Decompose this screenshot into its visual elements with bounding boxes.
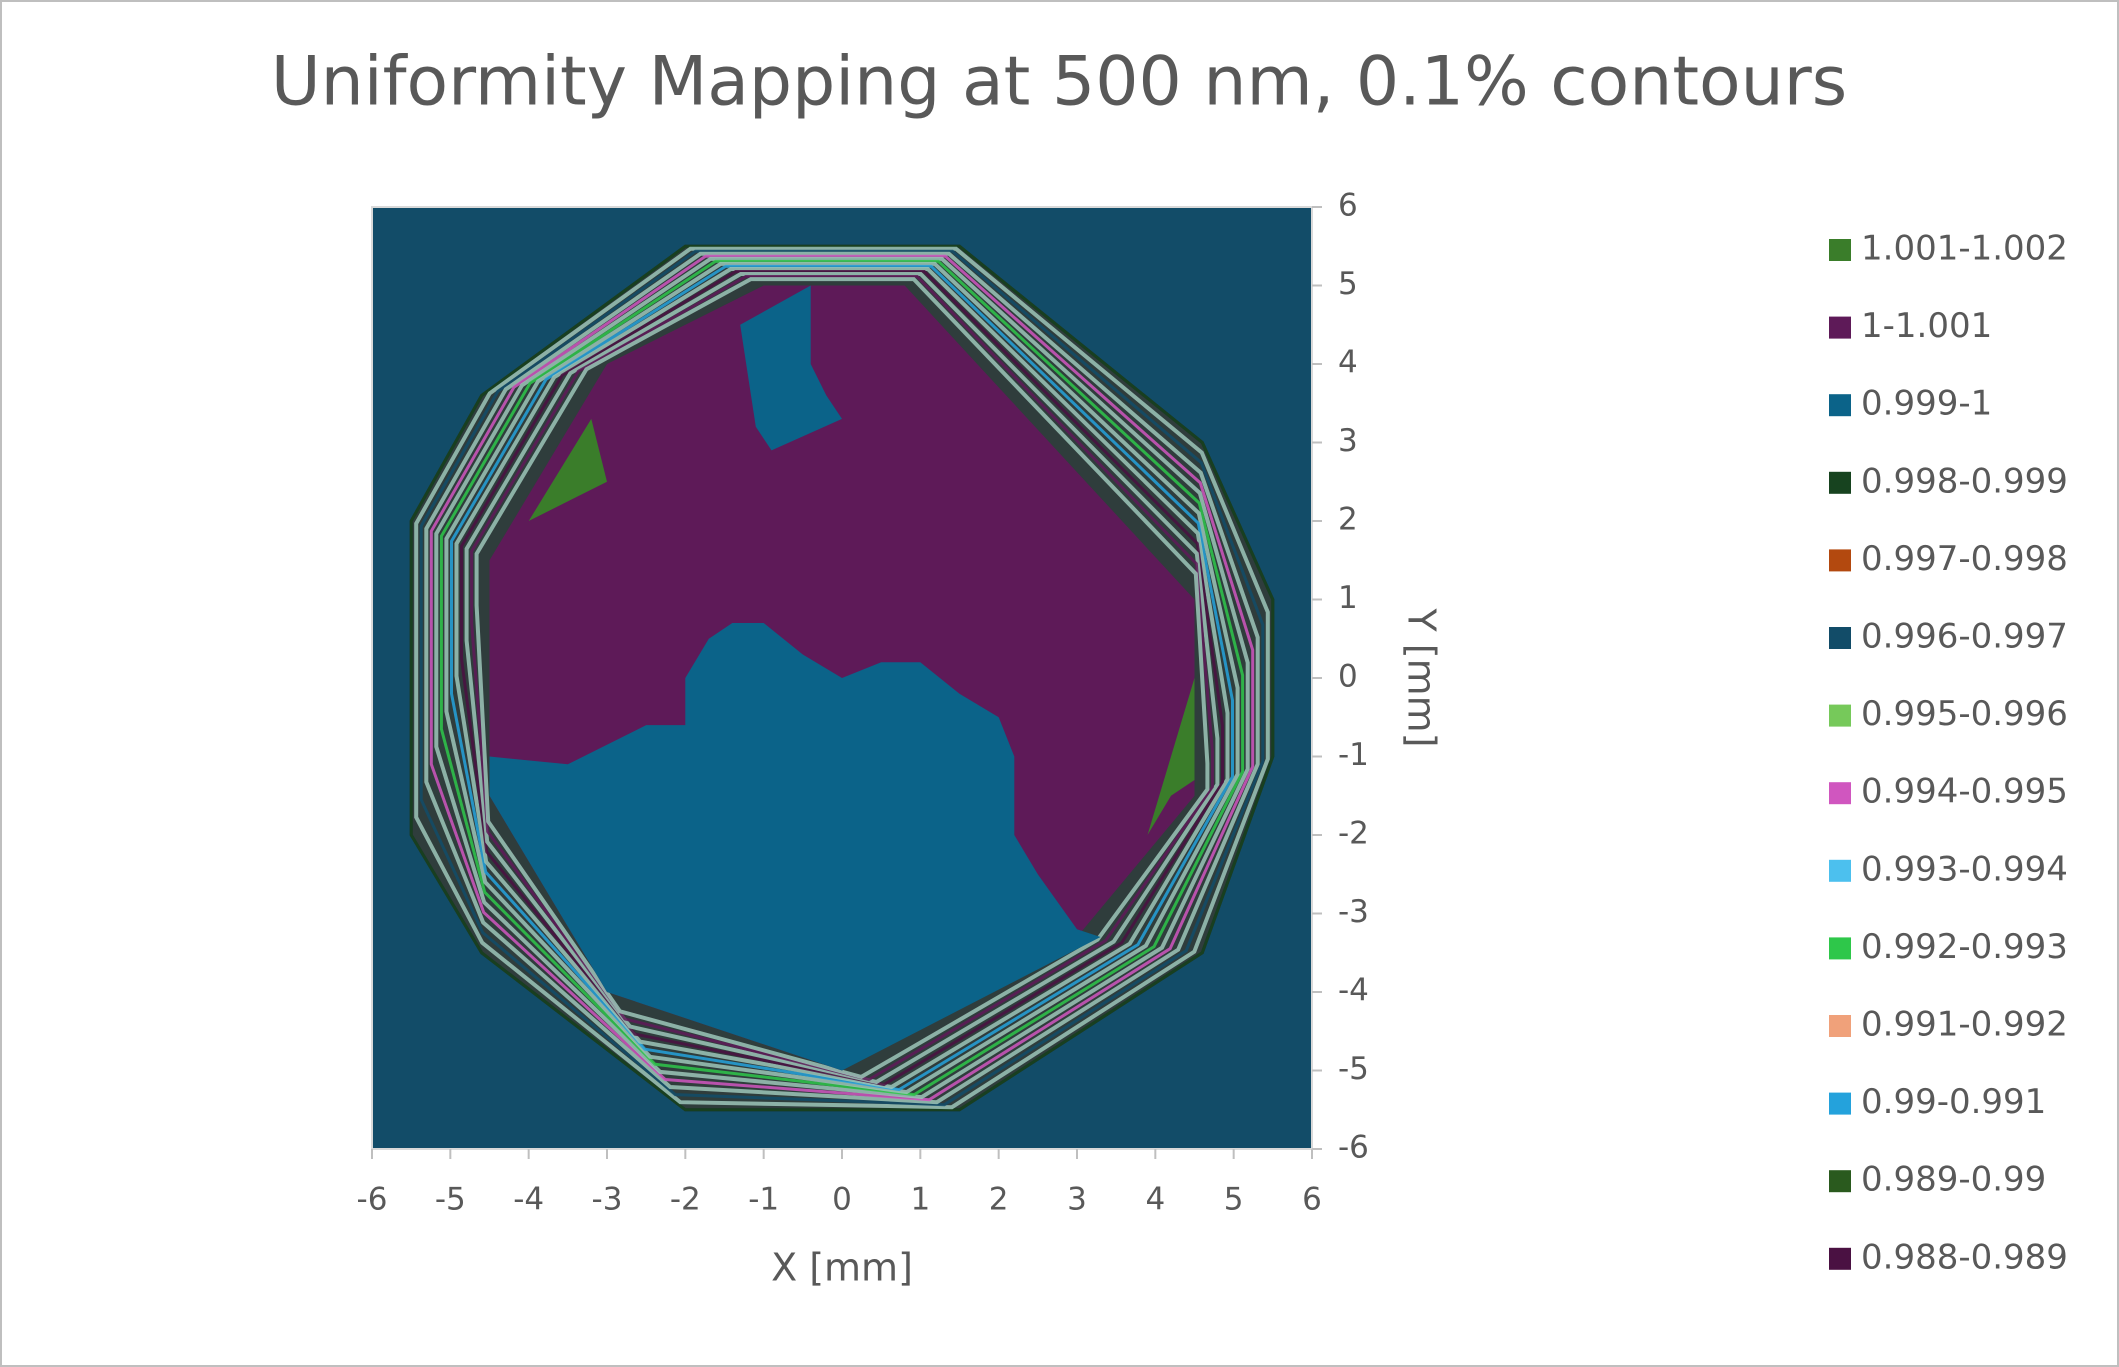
chart-title: Uniformity Mapping at 500 nm, 0.1% conto…	[271, 43, 1847, 122]
legend-label: 0.999-1	[1861, 384, 1992, 424]
x-axis-label: X [mm]	[771, 1246, 913, 1290]
x-tick-label: -4	[513, 1182, 544, 1218]
x-tick-label: -6	[357, 1182, 388, 1218]
y-tick-label: 0	[1338, 659, 1358, 695]
x-tick-label: -3	[592, 1182, 623, 1218]
legend-label: 0.997-0.998	[1861, 539, 2068, 579]
legend-swatch	[1829, 394, 1851, 417]
x-tick-label: -5	[435, 1182, 466, 1218]
x-tick-label: 6	[1302, 1182, 1322, 1218]
x-tick-label: 1	[910, 1182, 930, 1218]
x-tick-label: -1	[748, 1182, 779, 1218]
legend-label: 1-1.001	[1861, 306, 1992, 346]
contour-region	[489, 623, 1101, 1071]
y-tick-label: 6	[1338, 188, 1358, 224]
legend-label: 0.988-0.989	[1861, 1237, 2068, 1277]
legend-swatch	[1829, 316, 1851, 339]
legend: 1.001-1.002 1-1.001 0.999-1 0.998-0.999 0.99…	[1829, 229, 2068, 1277]
y-tick-label: 5	[1338, 266, 1358, 302]
x-tick-label: -2	[670, 1182, 701, 1218]
x-tick-label: 5	[1224, 1182, 1244, 1218]
legend-swatch	[1829, 627, 1851, 649]
y-tick-label: 4	[1338, 345, 1358, 381]
x-tick-label: 0	[832, 1182, 852, 1218]
x-tick-label: 2	[989, 1182, 1009, 1218]
legend-swatch	[1829, 1170, 1851, 1193]
y-tick-label: -6	[1338, 1130, 1369, 1166]
x-tick-label: 4	[1145, 1182, 1165, 1218]
y-tick-label: -3	[1338, 894, 1369, 930]
x-tick-label: 3	[1067, 1182, 1087, 1218]
legend-label: 0.992-0.993	[1861, 927, 2068, 967]
legend-swatch	[1829, 704, 1851, 727]
y-tick-label: -2	[1338, 816, 1369, 852]
legend-label: 0.998-0.999	[1861, 461, 2068, 501]
contour-region	[1147, 678, 1195, 835]
legend-label: 0.991-0.992	[1861, 1005, 2068, 1045]
legend-swatch	[1829, 239, 1851, 261]
y-tick-label: 1	[1338, 580, 1358, 616]
y-axis-label: Y [mm]	[1400, 608, 1444, 748]
y-tick-label: -5	[1338, 1051, 1369, 1087]
legend-swatch	[1829, 859, 1851, 882]
legend-swatch	[1829, 782, 1851, 805]
legend-label: 0.989-0.99	[1861, 1160, 2046, 1200]
legend-swatch	[1829, 1092, 1851, 1115]
legend-swatch	[1829, 1015, 1851, 1037]
contour-band-edge	[419, 249, 1265, 1107]
contour-band-edge	[434, 256, 1250, 1100]
legend-swatch	[1829, 937, 1851, 960]
contour-band-edge	[450, 264, 1234, 1092]
legend-label: 0.993-0.994	[1861, 849, 2068, 889]
plot-area	[372, 207, 1312, 1149]
contour-band-edge	[439, 259, 1245, 1097]
legend-swatch	[1829, 549, 1851, 572]
contour-band-edge	[460, 270, 1224, 1087]
legend-label: 0.994-0.995	[1861, 772, 2068, 812]
contour-band-edge	[409, 244, 1275, 1112]
y-tick-label: -1	[1338, 737, 1369, 773]
legend-label: 1.001-1.002	[1861, 229, 2068, 269]
legend-swatch	[1829, 1247, 1851, 1270]
contour-band-edge	[444, 261, 1240, 1095]
contour-band-edge	[474, 277, 1210, 1080]
contour-region	[740, 285, 842, 451]
legend-label: 0.99-0.991	[1861, 1082, 2046, 1122]
contour-band-edge	[429, 254, 1255, 1102]
contour-band-edge	[454, 267, 1230, 1090]
legend-swatch	[1829, 471, 1851, 494]
y-tick-label: 2	[1338, 502, 1358, 538]
legend-label: 0.996-0.997	[1861, 617, 2068, 657]
contour-region	[528, 418, 607, 521]
contour-band-edge	[424, 251, 1260, 1105]
contour-band-edge	[464, 272, 1220, 1085]
legend-label: 0.995-0.996	[1861, 694, 2068, 734]
contour-band-edge	[470, 275, 1214, 1082]
axes: -6 -5 -4 -3 -2 -1 0 1 2 3 4 5 6 -6 -5 -4 -3 -2 -1 0 1 2 3 4 5 6	[357, 188, 1369, 1218]
y-tick-label: -4	[1338, 973, 1369, 1009]
contour-band-edge	[414, 246, 1270, 1110]
y-tick-label: 3	[1338, 423, 1358, 459]
